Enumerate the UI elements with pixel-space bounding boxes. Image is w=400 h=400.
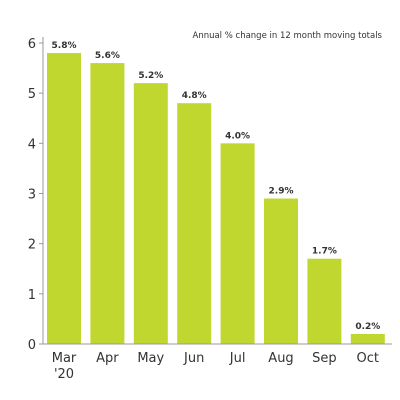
bar-data-label: 4.8% xyxy=(182,91,207,101)
x-tick-label: Aug xyxy=(268,351,293,366)
bar xyxy=(264,198,298,344)
y-tick-label: 2 xyxy=(28,238,36,253)
x-tick-label: Jul xyxy=(229,351,246,366)
bar xyxy=(177,103,212,344)
y-tick-label: 3 xyxy=(28,188,36,203)
y-tick-label: 6 xyxy=(28,37,36,52)
x-tick-label: May xyxy=(137,351,164,366)
bar xyxy=(350,333,385,344)
bar-data-label: 1.7% xyxy=(312,247,337,257)
y-tick-label: 1 xyxy=(28,288,36,303)
bar xyxy=(220,143,255,344)
y-tick-label: 0 xyxy=(28,338,36,353)
bar xyxy=(133,83,168,344)
x-tick-label: Jun xyxy=(183,351,204,366)
chart-subtitle: Annual % change in 12 month moving total… xyxy=(192,31,383,41)
bar xyxy=(47,53,81,345)
bar-data-label: 4.0% xyxy=(225,131,250,141)
x-tick-label: Apr xyxy=(96,351,119,366)
axis-layer xyxy=(39,37,392,345)
x-tick-label: Oct xyxy=(357,351,379,366)
x-tick-label: Mar '20 xyxy=(52,351,77,382)
y-tick-label: 4 xyxy=(28,137,36,152)
bar-data-label: 2.9% xyxy=(269,187,294,197)
bar-data-label: 0.2% xyxy=(355,322,380,332)
x-tick-label: Sep xyxy=(312,351,337,366)
bar xyxy=(90,63,125,345)
bar-data-label: 5.8% xyxy=(52,41,77,51)
bar-data-label: 5.2% xyxy=(138,71,163,81)
bar-data-label: 5.6% xyxy=(95,51,120,61)
bar xyxy=(307,258,342,344)
bars-layer xyxy=(47,53,385,345)
labels-layer: 0 1 2 3 4 5 6 5.8% Mar '20 5.6% Apr 5.2% May 4.8% Jun 4.… xyxy=(28,37,381,382)
y-tick-label: 5 xyxy=(28,87,36,102)
